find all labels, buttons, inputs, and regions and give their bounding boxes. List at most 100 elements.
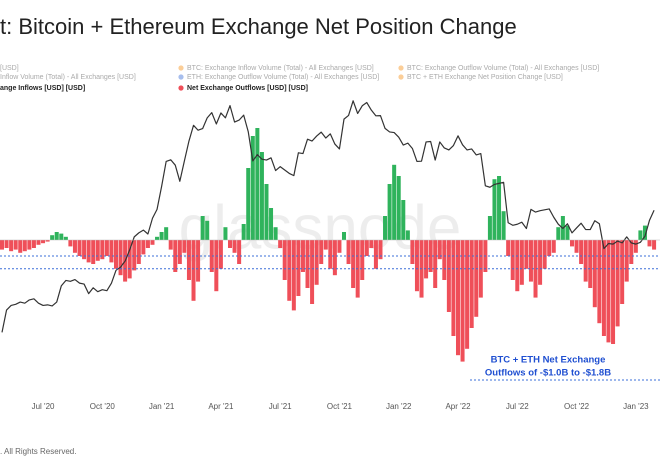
legend-label: BTC + ETH Exchange Net Position Change [… bbox=[407, 74, 563, 81]
legend-label: BTC: Exchange Inflow Volume (Total) - Al… bbox=[187, 65, 374, 72]
bar bbox=[611, 240, 616, 344]
x-tick-label: Oct '22 bbox=[564, 402, 590, 411]
legend-label: Inflow Volume (Total) - All Exchanges [U… bbox=[0, 74, 136, 81]
bar bbox=[341, 232, 347, 240]
bar bbox=[182, 240, 187, 253]
legend-label: BTC: Exchange Outflow Volume (Total) - A… bbox=[407, 65, 599, 72]
bar bbox=[451, 240, 456, 336]
bar bbox=[31, 240, 36, 248]
bar bbox=[565, 225, 570, 240]
legend-label: ange Inflows [USD] [USD] bbox=[0, 85, 85, 92]
annotation: BTC + ETH Net Exchange bbox=[491, 355, 606, 366]
bar bbox=[305, 240, 310, 288]
bar bbox=[223, 227, 228, 240]
bar bbox=[446, 240, 451, 312]
bar bbox=[387, 184, 392, 240]
bar bbox=[574, 240, 579, 253]
bar bbox=[319, 240, 324, 264]
bar bbox=[405, 230, 410, 240]
bar bbox=[246, 168, 251, 240]
x-tick-label: Jul '20 bbox=[32, 402, 55, 411]
bar bbox=[145, 240, 150, 248]
bar bbox=[383, 216, 388, 240]
bar bbox=[205, 220, 210, 240]
x-tick-label: Jan '22 bbox=[386, 402, 412, 411]
bar bbox=[360, 240, 365, 280]
bar bbox=[510, 240, 515, 280]
bar bbox=[296, 240, 301, 296]
bar bbox=[592, 240, 597, 308]
bar bbox=[396, 176, 401, 240]
bar bbox=[191, 240, 196, 301]
bar bbox=[59, 233, 64, 240]
bar bbox=[469, 240, 474, 328]
bar bbox=[95, 240, 100, 261]
bar bbox=[136, 240, 141, 264]
bar bbox=[287, 240, 292, 301]
bar bbox=[497, 176, 502, 240]
price-line bbox=[1, 100, 655, 333]
bar bbox=[524, 240, 529, 269]
legend-marker bbox=[178, 74, 184, 80]
bar bbox=[50, 235, 55, 240]
x-tick-label: Jan '23 bbox=[623, 402, 649, 411]
bar bbox=[410, 240, 415, 264]
bar bbox=[328, 240, 333, 269]
bar bbox=[569, 240, 575, 247]
bar bbox=[515, 240, 520, 292]
legend-marker bbox=[398, 65, 404, 71]
bar bbox=[506, 240, 511, 256]
bar bbox=[314, 240, 319, 285]
bar bbox=[54, 232, 59, 240]
bar bbox=[332, 240, 337, 276]
bar bbox=[378, 240, 383, 260]
bar bbox=[100, 240, 105, 260]
bar bbox=[542, 240, 547, 269]
bar bbox=[373, 240, 378, 269]
bar bbox=[487, 216, 492, 240]
bar bbox=[647, 240, 652, 247]
bar bbox=[241, 224, 246, 240]
bar bbox=[113, 240, 119, 269]
bar bbox=[551, 240, 556, 253]
bar bbox=[323, 240, 328, 250]
bar bbox=[392, 164, 397, 240]
bar bbox=[414, 240, 419, 292]
bar bbox=[200, 216, 205, 240]
bar bbox=[132, 240, 137, 271]
footer: . All Rights Reserved. bbox=[0, 447, 76, 456]
bar bbox=[346, 240, 351, 264]
bar bbox=[127, 240, 132, 279]
bar bbox=[624, 240, 629, 282]
x-tick-label: Apr '22 bbox=[445, 402, 471, 411]
bar bbox=[27, 240, 32, 250]
bar bbox=[82, 240, 87, 260]
x-tick-label: Jul '22 bbox=[506, 402, 529, 411]
bar bbox=[269, 208, 274, 240]
bar bbox=[259, 152, 264, 240]
bar bbox=[141, 240, 146, 255]
legend-marker bbox=[178, 85, 184, 91]
bar bbox=[164, 227, 169, 240]
bar bbox=[13, 240, 18, 250]
bar bbox=[583, 240, 588, 282]
bar bbox=[310, 240, 315, 304]
bar bbox=[155, 236, 160, 240]
bar bbox=[250, 136, 255, 240]
bar bbox=[41, 240, 46, 244]
bar bbox=[351, 240, 356, 288]
bar bbox=[433, 240, 438, 288]
bar bbox=[227, 240, 233, 248]
bar bbox=[218, 240, 223, 269]
bar bbox=[606, 240, 611, 343]
bar bbox=[620, 240, 625, 304]
x-tick-label: Jul '21 bbox=[269, 402, 292, 411]
bar bbox=[547, 240, 552, 256]
annotation: Outflows of -$1.0B to -$1.8B bbox=[485, 368, 611, 379]
bar bbox=[237, 240, 242, 264]
bar bbox=[588, 240, 593, 288]
bar bbox=[465, 240, 470, 349]
legend-label: Net Exchange Outflows [USD] [USD] bbox=[187, 85, 308, 92]
bar bbox=[501, 211, 506, 240]
bar bbox=[282, 240, 287, 280]
